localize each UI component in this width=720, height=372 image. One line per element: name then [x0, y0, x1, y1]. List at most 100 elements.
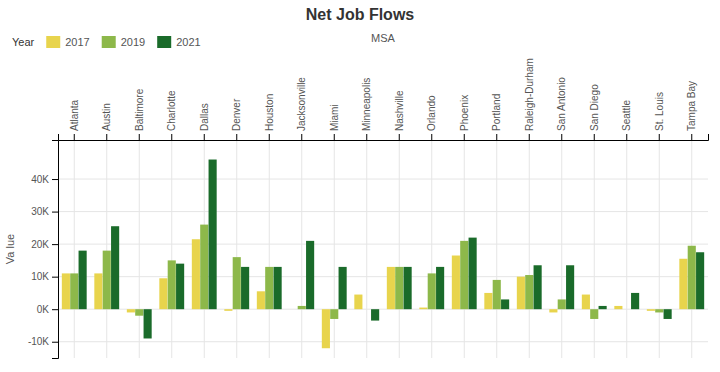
x-tick-mark	[236, 134, 237, 140]
x-grid-line	[106, 140, 107, 358]
x-tick-label: Tampa Bay	[686, 81, 697, 131]
x-grid-line	[269, 140, 270, 358]
bar	[679, 259, 687, 309]
x-grid-line	[74, 140, 75, 358]
x-tick-label: Atlanta	[69, 99, 80, 131]
legend-swatch	[102, 36, 116, 48]
y-grid-line	[58, 276, 708, 277]
x-grid-line	[301, 140, 302, 358]
y-grid-line	[58, 211, 708, 212]
x-tick-mark	[334, 134, 335, 140]
x-tick-mark	[431, 134, 432, 140]
y-axis: -10K0K10K20K30K40K	[28, 141, 59, 359]
bar	[354, 295, 362, 310]
bar	[192, 239, 200, 309]
y-tick-mark	[52, 179, 58, 180]
x-grid-line	[236, 140, 237, 358]
x-tick-mark	[594, 134, 595, 140]
x-grid-line	[431, 140, 432, 358]
bar-series	[70, 225, 696, 319]
grid	[58, 140, 708, 358]
bar	[460, 241, 468, 309]
bar	[664, 309, 672, 319]
x-tick-mark	[171, 134, 172, 140]
y-axis-title: Va lue	[4, 234, 16, 264]
bar	[289, 309, 297, 310]
x-tick: Phoenix	[459, 95, 470, 140]
x-tick-label: St. Louis	[654, 92, 665, 131]
x-tick-label: Jacksonville	[296, 77, 307, 131]
x-tick-label: Austin	[101, 103, 112, 131]
x-tick: San Antonio	[556, 77, 567, 140]
bar	[566, 265, 574, 309]
x-tick: Atlanta	[69, 99, 80, 140]
x-tick: Houston	[264, 94, 275, 140]
x-tick-label: Houston	[264, 94, 275, 131]
x-axis-line	[59, 134, 709, 141]
bar	[387, 267, 395, 309]
bar	[70, 273, 78, 309]
x-tick: Baltimore	[134, 88, 145, 140]
bar	[363, 309, 371, 310]
bar	[428, 273, 436, 309]
x-grid-line	[659, 140, 660, 358]
x-tick-mark	[561, 134, 562, 140]
title: Net Job Flows	[306, 6, 415, 23]
bar	[176, 264, 184, 310]
y-tick: -10K	[28, 336, 58, 347]
x-tick: Miami	[329, 104, 340, 140]
x-tick-mark	[659, 134, 660, 140]
bar	[655, 309, 663, 312]
legend-label: 2019	[121, 36, 145, 48]
legend-swatch	[46, 36, 60, 48]
y-tick-mark	[52, 212, 58, 213]
y-tick-label: 20K	[31, 239, 49, 250]
y-grid-line	[58, 244, 708, 245]
x-tick-label: Phoenix	[459, 95, 470, 131]
y-grid-line	[58, 309, 708, 310]
bar	[623, 309, 631, 310]
y-tick-mark	[52, 277, 58, 278]
bar	[233, 257, 241, 309]
bar	[484, 293, 492, 309]
legend-swatch	[157, 36, 171, 48]
x-grid-line	[334, 140, 335, 358]
bar	[534, 265, 542, 309]
y-grid-line	[58, 179, 708, 180]
x-tick: San Diego	[589, 84, 600, 140]
bar	[330, 309, 338, 319]
bar	[501, 299, 509, 309]
x-tick: Dallas	[199, 103, 210, 140]
x-grid-line	[594, 140, 595, 358]
x-tick-mark	[269, 134, 270, 140]
y-tick-label: 0K	[37, 304, 50, 315]
bar	[688, 246, 696, 309]
x-grid-line	[171, 140, 172, 358]
bar	[209, 160, 217, 310]
x-grid-line	[399, 140, 400, 358]
bar	[103, 251, 111, 310]
y-tick-mark	[52, 342, 58, 343]
x-grid-line	[529, 140, 530, 358]
bar	[306, 241, 314, 309]
chart-container: -10K0K10K20K30K40KAtlantaAustinBaltimore…	[0, 0, 720, 372]
y-axis-line	[52, 141, 59, 359]
bar	[127, 309, 135, 312]
x-tick-label: Portland	[491, 94, 502, 131]
x-tick: Denver	[231, 98, 242, 140]
bar	[144, 309, 152, 338]
bars	[62, 160, 704, 349]
bar	[493, 280, 501, 309]
y-tick: 10K	[31, 271, 58, 282]
x-tick-mark	[691, 134, 692, 140]
x-tick: Orlando	[426, 95, 437, 140]
legend-label: 2021	[176, 36, 200, 48]
x-tick: Tampa Bay	[686, 81, 697, 140]
x-tick-mark	[139, 134, 140, 140]
x-tick: Nashville	[394, 90, 405, 140]
y-grid-line	[58, 341, 708, 342]
bar	[558, 299, 566, 309]
y-tick: 0K	[37, 304, 58, 315]
x-tick-label: San Diego	[589, 84, 600, 131]
bar	[339, 267, 347, 309]
